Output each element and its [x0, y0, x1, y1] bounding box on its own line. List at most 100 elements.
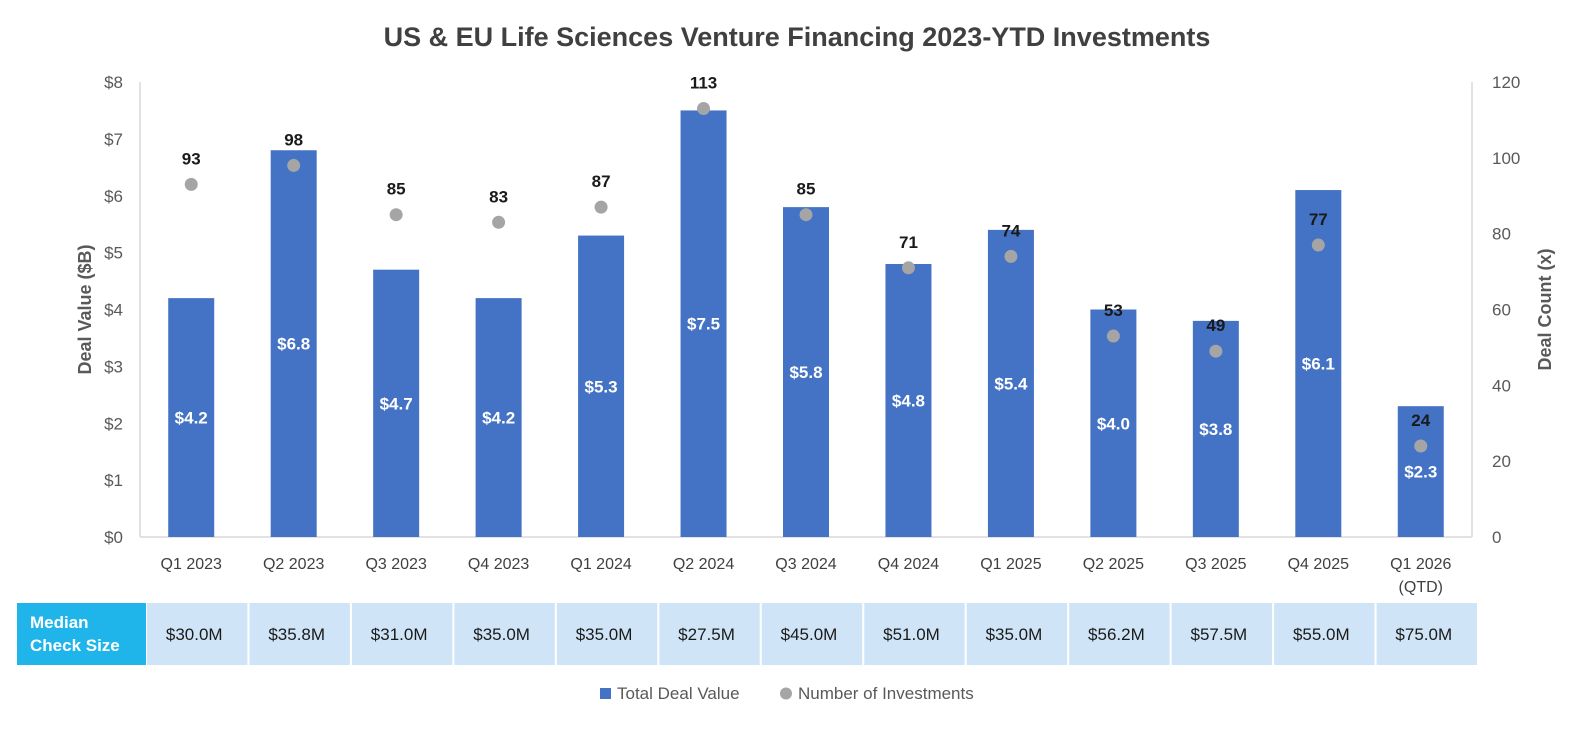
point-count-label: 85	[387, 180, 406, 199]
point-number-of-investments	[287, 158, 301, 172]
legend-label-total-deal-value: Total Deal Value	[617, 684, 740, 703]
x-category-label: Q4 2024	[878, 556, 939, 573]
bar-value-label: $4.7	[380, 394, 413, 413]
x-category-label: Q2 2025	[1083, 556, 1144, 573]
bar-value-label: $6.8	[277, 335, 310, 354]
median-check-size-cell	[864, 603, 965, 665]
point-number-of-investments	[492, 215, 506, 229]
bar-total-deal-value	[1397, 406, 1444, 537]
bar-value-label: $3.8	[1199, 420, 1232, 439]
y2-tick-label: 40	[1492, 376, 1511, 395]
median-check-size-value: $31.0M	[371, 625, 428, 644]
bar-value-label: $4.2	[175, 409, 208, 428]
median-check-size-header-label: Check Size	[30, 636, 120, 655]
median-check-size-value: $51.0M	[883, 625, 940, 644]
bar-value-label: $4.2	[482, 409, 515, 428]
x-category-label: Q4 2025	[1288, 556, 1349, 573]
point-number-of-investments	[901, 261, 915, 275]
median-check-size-cell	[1069, 603, 1170, 665]
bar-total-deal-value	[885, 264, 932, 537]
y-tick-label: $2	[104, 414, 123, 433]
x-category-label: Q4 2023	[468, 556, 529, 573]
bar-total-deal-value	[270, 150, 317, 537]
point-number-of-investments	[1414, 439, 1428, 453]
y2-tick-label: 80	[1492, 225, 1511, 244]
median-check-size-header-label: Median	[30, 613, 89, 632]
point-count-label: 53	[1104, 301, 1123, 320]
bar-total-deal-value	[168, 298, 215, 537]
point-count-label: 77	[1309, 210, 1328, 229]
x-category-label: Q2 2023	[263, 556, 324, 573]
median-check-size-cell	[351, 603, 453, 665]
x-category-label: Q1 2026	[1390, 556, 1451, 573]
point-count-label: 49	[1206, 316, 1225, 335]
x-category-label: Q3 2025	[1185, 556, 1246, 573]
y2-axis-title: Deal Count (x)	[1535, 248, 1555, 370]
bar-total-deal-value	[1090, 309, 1137, 537]
bar-value-label: $5.4	[994, 374, 1028, 393]
point-count-label: 71	[899, 233, 918, 252]
point-number-of-investments	[799, 208, 813, 222]
median-check-size-cell	[761, 603, 863, 665]
point-number-of-investments	[594, 200, 608, 214]
x-category-label: Q1 2024	[570, 556, 631, 573]
median-check-size-value: $35.0M	[473, 625, 530, 644]
bar-value-label: $4.0	[1097, 414, 1130, 433]
chart-title: US & EU Life Sciences Venture Financing …	[384, 22, 1211, 52]
point-number-of-investments	[389, 208, 403, 222]
bar-total-deal-value	[578, 235, 625, 537]
y-axis-title: Deal Value ($B)	[75, 244, 95, 374]
median-check-size-cell	[1376, 603, 1477, 665]
point-number-of-investments	[1311, 238, 1325, 252]
median-check-size-value: $45.0M	[781, 625, 838, 644]
median-check-size-cell	[147, 603, 248, 665]
point-count-label: 98	[284, 130, 303, 149]
median-check-size-value: $27.5M	[678, 625, 735, 644]
x-category-label: Q1 2025	[980, 556, 1041, 573]
y2-tick-label: 100	[1492, 149, 1520, 168]
x-category-label: Q2 2024	[673, 556, 734, 573]
median-check-size-cell	[249, 603, 350, 665]
point-count-label: 83	[489, 187, 508, 206]
median-check-size-cell	[454, 603, 555, 665]
y-tick-label: $3	[104, 357, 123, 376]
legend-swatch-number-of-investments	[780, 687, 792, 700]
x-category-label: Q3 2024	[775, 556, 836, 573]
median-check-size-value: $35.8M	[268, 625, 325, 644]
y-tick-label: $8	[104, 73, 123, 92]
bar-value-label: $6.1	[1302, 355, 1335, 374]
median-check-size-cell	[659, 603, 760, 665]
point-count-label: 85	[797, 180, 816, 199]
point-number-of-investments	[697, 102, 711, 116]
y2-tick-label: 20	[1492, 452, 1511, 471]
bar-total-deal-value	[987, 229, 1034, 537]
point-number-of-investments	[1004, 249, 1018, 263]
point-count-label: 87	[592, 172, 611, 191]
point-count-label: 113	[690, 74, 717, 93]
median-check-size-value: $55.0M	[1293, 625, 1350, 644]
median-check-size-cell	[966, 603, 1068, 665]
y-tick-label: $6	[104, 187, 123, 206]
point-count-label: 74	[1001, 221, 1020, 240]
median-check-size-value: $35.0M	[986, 625, 1043, 644]
median-check-size-value: $35.0M	[576, 625, 633, 644]
y2-tick-label: 120	[1492, 73, 1520, 92]
y-tick-label: $5	[104, 244, 123, 263]
legend-label-number-of-investments: Number of Investments	[798, 684, 974, 703]
legend-swatch-total-deal-value	[600, 688, 611, 699]
y-tick-label: $7	[104, 130, 123, 149]
bar-value-label: $5.3	[585, 377, 618, 396]
y-tick-label: $1	[104, 471, 123, 490]
bar-value-label: $4.8	[892, 392, 925, 411]
median-check-size-cell	[1171, 603, 1273, 665]
y-tick-label: $0	[104, 528, 123, 547]
point-number-of-investments	[184, 177, 198, 191]
median-check-size-value: $57.5M	[1190, 625, 1247, 644]
median-check-size-value: $75.0M	[1395, 625, 1452, 644]
median-check-size-cell	[1274, 603, 1375, 665]
bar-total-deal-value	[680, 110, 727, 537]
bar-value-label: $2.3	[1404, 463, 1437, 482]
median-check-size-value: $56.2M	[1088, 625, 1145, 644]
